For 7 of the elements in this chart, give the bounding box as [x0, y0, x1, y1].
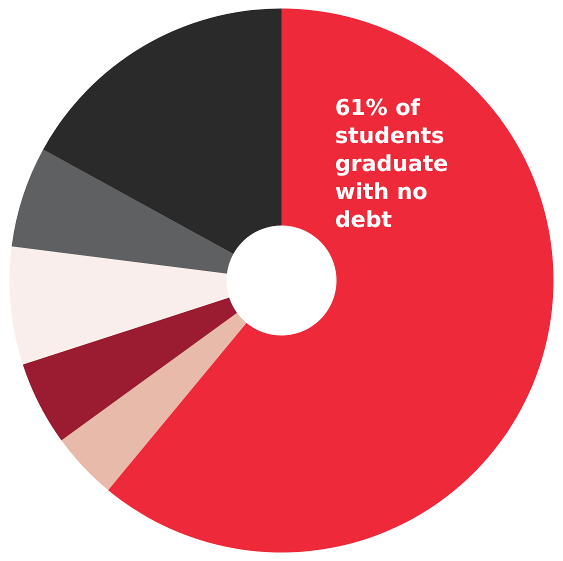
donut-slice [43, 8, 282, 254]
donut-slice [108, 8, 554, 552]
donut-slice [61, 312, 246, 490]
text: 61% of students graduate with no debt [335, 96, 448, 233]
donut-slice [12, 149, 234, 274]
donut-slice [22, 297, 238, 440]
donut-slice [10, 246, 230, 365]
